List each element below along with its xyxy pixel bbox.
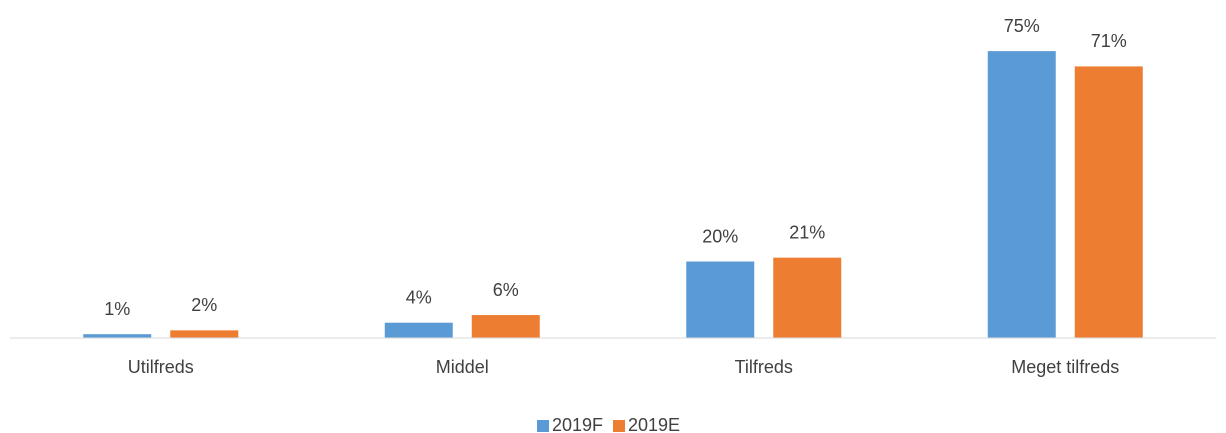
x-tick-label: Utilfreds [128,357,194,377]
bar [987,51,1056,338]
bar [83,334,152,338]
value-label: 2% [191,295,217,315]
bar [1074,66,1143,339]
value-label: 71% [1091,31,1127,51]
value-label: 75% [1004,16,1040,36]
value-label: 1% [104,299,130,319]
legend-swatch [613,420,625,432]
bar [686,261,755,338]
legend-swatch [537,420,549,432]
bar [773,257,842,338]
value-label: 20% [702,226,738,246]
value-label: 21% [789,222,825,242]
legend-label: 2019F [552,415,603,433]
bar [170,330,239,338]
value-label: 4% [406,287,432,307]
x-tick-label: Middel [436,357,489,377]
bar [384,322,453,338]
x-tick-label: Meget tilfreds [1011,357,1119,377]
x-tick-label: Tilfreds [735,357,793,377]
value-label: 6% [493,280,519,300]
legend-label: 2019E [628,415,680,433]
bar [471,315,540,338]
